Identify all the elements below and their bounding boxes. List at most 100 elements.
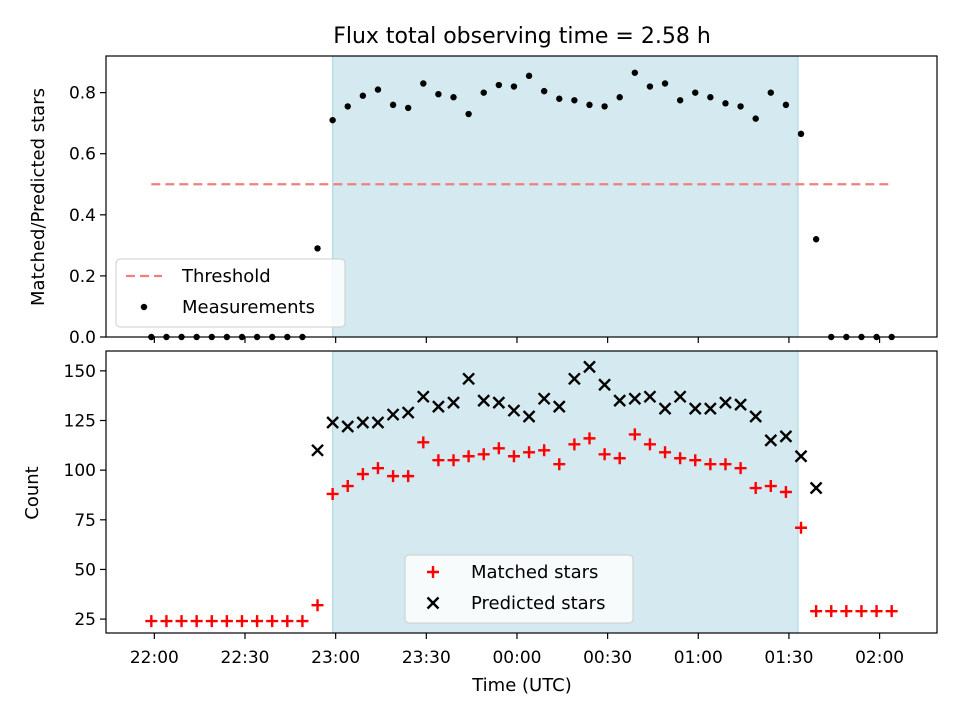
data-point — [341, 480, 354, 493]
data-point — [266, 615, 279, 628]
data-point — [371, 462, 384, 475]
data-point — [571, 97, 578, 104]
data-point — [601, 103, 608, 110]
data-point — [417, 436, 430, 449]
data-point — [507, 404, 521, 417]
data-point — [631, 69, 639, 76]
data-point — [688, 402, 702, 415]
data-point — [175, 615, 188, 628]
data-point — [356, 468, 369, 481]
data-point — [643, 390, 657, 404]
data-point — [810, 605, 823, 618]
data-point — [734, 462, 747, 475]
data-point — [628, 392, 642, 406]
legend-dot-swatch — [140, 303, 148, 311]
data-point — [782, 101, 790, 109]
data-point — [492, 442, 505, 455]
x-tick-label: 01:30 — [764, 648, 813, 668]
x-tick-label: 23:30 — [402, 648, 451, 668]
data-point — [613, 452, 626, 465]
legend-box — [115, 258, 346, 328]
data-point — [658, 402, 672, 415]
data-point — [749, 482, 762, 495]
data-point — [402, 470, 415, 483]
data-point — [722, 100, 729, 107]
data-point — [707, 94, 714, 101]
data-point — [190, 615, 203, 628]
legend-label: Threshold — [181, 266, 271, 287]
data-point — [795, 521, 808, 534]
y-tick-label: 0.0 — [69, 328, 96, 348]
data-point — [374, 86, 382, 93]
data-point — [598, 448, 611, 461]
bottom-panel: 25 50 75 100 125 150 22:00 22:30 23:00 23:30 00:00… — [64, 350, 938, 668]
x-tick-label: 00:00 — [492, 648, 541, 668]
y-tick-label: 75 — [74, 511, 96, 531]
legend-box — [404, 554, 634, 624]
data-point — [387, 470, 400, 483]
legend-label: Measurements — [182, 297, 315, 318]
y-tick-label: 100 — [64, 461, 96, 481]
data-point — [764, 434, 778, 447]
data-point — [341, 420, 355, 433]
data-point — [401, 406, 415, 419]
data-point — [356, 416, 370, 429]
legend-plus-swatch — [427, 566, 439, 578]
data-point — [719, 458, 732, 471]
data-point — [160, 615, 173, 628]
data-point — [435, 90, 442, 98]
data-point — [462, 450, 475, 463]
data-point — [674, 452, 687, 465]
data-point — [583, 432, 596, 445]
x-tick-label: 00:30 — [583, 648, 632, 668]
data-point — [371, 416, 385, 429]
data-point — [812, 236, 820, 243]
data-point — [613, 394, 627, 407]
x-axis-label: Time (UTC) — [471, 675, 572, 696]
data-point — [326, 416, 339, 429]
y-tick-label: 50 — [74, 560, 96, 580]
data-point — [523, 446, 536, 459]
series-matched-stars — [145, 428, 898, 628]
data-point — [329, 116, 336, 124]
data-point — [586, 101, 593, 109]
legend-x-swatch — [426, 596, 440, 610]
data-point — [296, 615, 309, 628]
data-point — [661, 80, 669, 87]
data-point — [673, 390, 687, 404]
data-point — [477, 448, 490, 461]
data-point — [552, 400, 566, 413]
data-point — [314, 245, 321, 252]
data-point — [420, 80, 427, 87]
data-point — [734, 398, 747, 411]
y-tick-label: 25 — [74, 610, 96, 630]
data-point — [779, 486, 792, 498]
data-point — [568, 438, 581, 451]
data-point — [794, 449, 808, 463]
data-point — [825, 605, 838, 618]
data-point — [659, 446, 672, 459]
data-point — [507, 450, 520, 463]
data-point — [404, 104, 412, 112]
legend-label: Predicted stars — [471, 593, 605, 614]
top-panel: 0.0 0.2 0.4 0.6 0.8 Threshold Measurements — [69, 55, 938, 348]
y-tick-label: 150 — [64, 362, 96, 382]
legend: Threshold Measurements — [115, 258, 346, 328]
y-tick-label: 125 — [64, 412, 96, 432]
y-tick-label: 0.8 — [69, 84, 96, 104]
data-point — [540, 87, 548, 95]
data-point — [704, 458, 717, 471]
data-point — [492, 396, 506, 409]
data-point — [764, 480, 777, 493]
data-point — [477, 394, 491, 407]
data-point — [447, 396, 460, 409]
axes-frame — [105, 350, 938, 634]
data-point — [447, 454, 460, 467]
data-point — [643, 438, 656, 451]
data-point — [495, 81, 503, 89]
data-point — [462, 372, 475, 386]
y-tick-label: 0.6 — [69, 145, 96, 165]
data-point — [583, 360, 596, 374]
data-point — [145, 615, 158, 628]
